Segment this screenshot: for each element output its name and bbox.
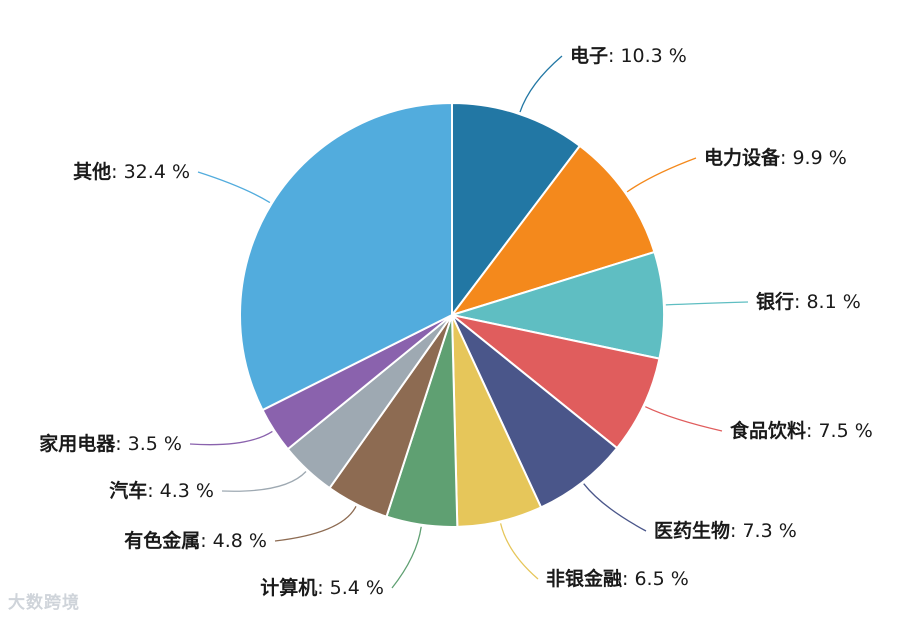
slice-label-category: 家用电器 xyxy=(39,432,116,455)
pie-slice xyxy=(239,101,453,412)
slice-label: 电子: 10.3 % xyxy=(570,44,687,67)
leader-line xyxy=(221,471,307,492)
leader-line xyxy=(645,406,723,432)
pie-slices xyxy=(239,101,665,528)
pie-slice xyxy=(449,144,656,317)
slice-label: 计算机: 5.4 % xyxy=(260,576,384,599)
slice-label-value: : 7.3 % xyxy=(730,520,797,542)
slice-label: 食品饮料: 7.5 % xyxy=(730,419,873,442)
slice-label-value: : 4.8 % xyxy=(200,530,267,552)
watermark-logo: 大数跨境 xyxy=(8,593,80,613)
slice-label-category: 计算机 xyxy=(260,576,317,599)
slice-label: 其他: 32.4 % xyxy=(73,160,190,183)
slice-label: 银行: 8.1 % xyxy=(756,290,861,313)
slice-label-category: 非银金融 xyxy=(546,567,622,590)
slice-label-value: : 5.4 % xyxy=(317,577,384,599)
slice-label-category: 医药生物 xyxy=(654,519,730,542)
slice-label-value: : 7.5 % xyxy=(806,420,873,442)
slice-label: 汽车: 4.3 % xyxy=(109,479,214,502)
slice-label: 电力设备: 9.9 % xyxy=(704,146,847,169)
slice-label-value: : 4.3 % xyxy=(147,480,214,502)
slice-label-value: : 6.5 % xyxy=(622,568,689,590)
leader-line xyxy=(519,55,563,113)
pie-slice xyxy=(451,314,619,509)
leader-line xyxy=(189,430,273,446)
leader-line xyxy=(626,157,697,193)
slice-label-value: : 10.3 % xyxy=(608,45,687,67)
leader-line xyxy=(499,523,539,580)
slice-label-category: 电力设备 xyxy=(704,146,781,169)
pie-slice xyxy=(448,250,665,360)
slice-label: 家用电器: 3.5 % xyxy=(39,432,182,455)
slice-label-category: 银行 xyxy=(756,290,794,313)
slice-label: 非银金融: 6.5 % xyxy=(546,567,689,590)
pie-slice xyxy=(451,101,582,318)
slice-label: 有色金属: 4.8 % xyxy=(124,529,267,552)
pie-slice xyxy=(451,314,661,450)
leader-line xyxy=(197,171,271,204)
slice-label-category: 电子 xyxy=(570,44,608,67)
slice-label-value: : 8.1 % xyxy=(794,291,861,313)
slice-label-value: : 3.5 % xyxy=(115,433,182,455)
slice-label-category: 其他 xyxy=(73,160,111,183)
leader-line xyxy=(665,301,749,306)
leader-lines xyxy=(189,55,749,589)
slice-label-category: 汽车 xyxy=(109,479,147,502)
slice-labels: 电子: 10.3 % 电力设备: 9.9 % 银行: 8.1 % 食品饮料: 7.5 … xyxy=(39,44,873,599)
slice-label: 医药生物: 7.3 % xyxy=(654,519,797,542)
leader-line xyxy=(391,526,422,589)
leader-line xyxy=(583,483,647,532)
slice-label-category: 有色金属 xyxy=(124,529,200,552)
leader-line xyxy=(274,506,357,542)
slice-label-category: 食品饮料 xyxy=(730,419,806,442)
slice-label-value: : 32.4 % xyxy=(111,161,190,183)
slice-label-value: : 9.9 % xyxy=(780,147,847,169)
